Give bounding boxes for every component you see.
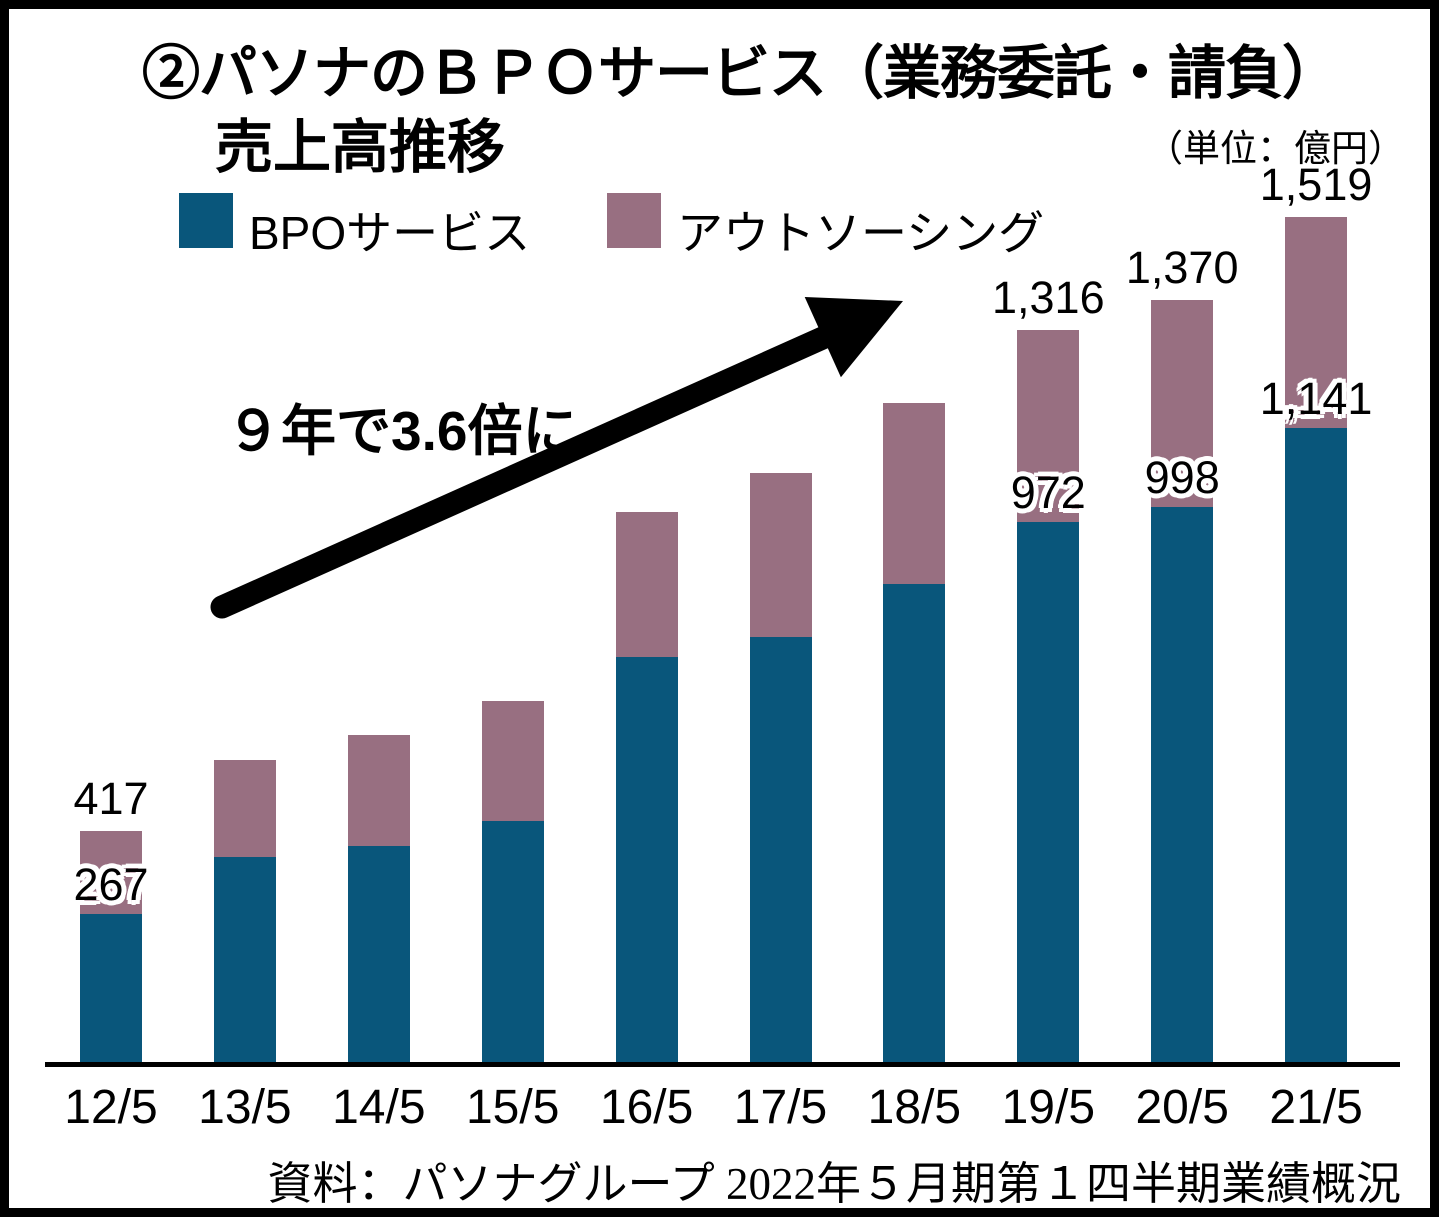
unit-label: （単位：億円） (1146, 129, 1405, 170)
bar-19/5-bpo (1017, 521, 1080, 1063)
bar-13/5-bpo (213, 857, 276, 1063)
bar-21/5-outsourcing (1285, 217, 1348, 428)
x-axis-label-21/5: 21/5 (1269, 1081, 1363, 1134)
bar-20/5-bpo (1151, 507, 1214, 1063)
bar-18/5-outsourcing (883, 403, 946, 585)
legend-label-bpo: BPOサービス (249, 207, 531, 259)
total-label-20/5: 1,370 (1125, 242, 1239, 294)
bar-19/5-outsourcing (1017, 330, 1080, 522)
x-axis-label-20/5: 20/5 (1135, 1081, 1229, 1134)
x-axis-label-15/5: 15/5 (465, 1081, 560, 1134)
chart-title-line2: 売上高推移 (215, 115, 506, 180)
bpo-label-19/5: 972 (1010, 466, 1086, 518)
legend-label-outsourcing: アウトソーシング (677, 207, 1045, 259)
chart-title-line1: ②パソナのＢＰＯサービス（業務委託・請負） (142, 41, 1340, 106)
x-axis-line (45, 1062, 1400, 1067)
source-label: 資料：パソナグループ 2022年５月期第１四半期業績概況 (267, 1159, 1401, 1209)
bpo-label-21/5: 1,141 (1259, 372, 1373, 424)
bar-15/5-outsourcing (481, 701, 544, 821)
total-label-19/5: 1,316 (991, 272, 1105, 324)
x-axis-label-19/5: 19/5 (1001, 1081, 1096, 1134)
bar-13/5-outsourcing (213, 759, 276, 858)
x-axis-label-17/5: 17/5 (733, 1081, 828, 1134)
x-axis-label-12/5: 12/5 (64, 1081, 158, 1134)
bar-17/5-bpo (749, 637, 812, 1063)
bar-16/5-bpo (615, 656, 678, 1063)
x-axis-label-13/5: 13/5 (198, 1081, 292, 1134)
total-label-12/5: 417 (73, 772, 149, 824)
bar-20/5-outsourcing (1151, 300, 1214, 508)
bar-21/5-bpo (1285, 427, 1348, 1063)
x-axis-label-16/5: 16/5 (599, 1081, 694, 1134)
bar-16/5-outsourcing (615, 511, 678, 657)
total-label-21/5: 1,519 (1259, 159, 1373, 211)
bpo-label-20/5: 998 (1144, 452, 1220, 504)
legend-swatch-outsourcing (607, 193, 661, 248)
x-axis-label-18/5: 18/5 (867, 1081, 962, 1134)
growth-annotation: ９年で3.6倍に (226, 400, 578, 462)
bar-15/5-bpo (481, 820, 544, 1063)
bar-17/5-outsourcing (749, 472, 812, 638)
bar-12/5-bpo (80, 914, 142, 1063)
bar-18/5-bpo (883, 584, 946, 1063)
bar-14/5-bpo (347, 845, 410, 1063)
bar-12/5-outsourcing (80, 830, 142, 915)
x-axis-label-14/5: 14/5 (332, 1081, 426, 1134)
bpo-label-12/5: 267 (73, 859, 149, 911)
legend-swatch-bpo (179, 193, 233, 248)
bar-14/5-outsourcing (347, 734, 410, 846)
